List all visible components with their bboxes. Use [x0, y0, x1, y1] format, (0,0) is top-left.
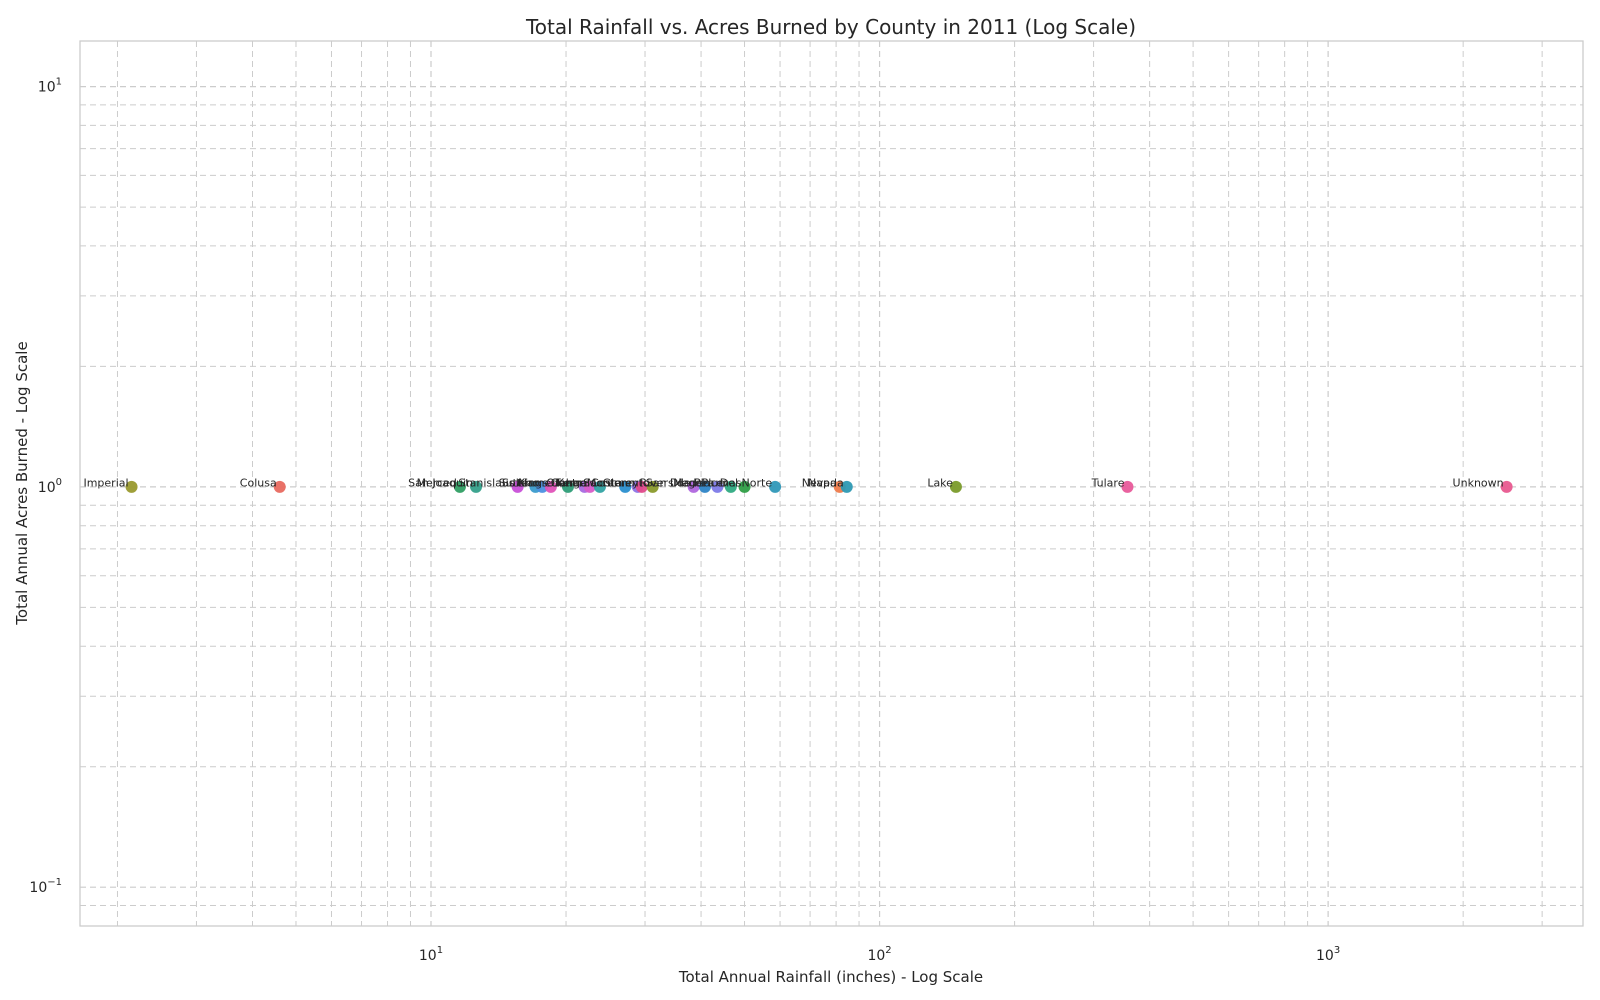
data-point — [635, 480, 648, 493]
point-label: Napa — [808, 476, 837, 489]
data-point — [711, 480, 724, 493]
point-label: Nevada — [802, 476, 844, 489]
point-label: Plumas — [702, 476, 742, 489]
data-point — [738, 480, 751, 493]
data-point — [593, 480, 606, 493]
points-layer — [125, 480, 1513, 493]
data-point — [470, 480, 483, 493]
point-label: San Joaquin — [408, 476, 473, 489]
y-tick-label: 101 — [38, 77, 62, 96]
point-label: Contra Costa — [551, 476, 623, 489]
data-point — [273, 480, 286, 493]
x-tick-labels: 101 102 103 — [419, 945, 1340, 964]
data-point — [1500, 480, 1513, 493]
point-label: Placer — [694, 476, 728, 489]
point-label: Del Norte — [720, 476, 773, 489]
point-label: Tehama — [553, 476, 597, 489]
data-point — [1121, 480, 1134, 493]
data-point — [769, 480, 782, 493]
point-label: Kings — [518, 476, 548, 489]
point-label: Orange — [546, 476, 587, 489]
y-axis-label: Total Annual Acres Burned - Log Scale — [13, 341, 31, 625]
point-label: Tulare — [1091, 476, 1125, 489]
data-point — [646, 480, 659, 493]
data-point — [583, 480, 596, 493]
point-label: Madera — [673, 476, 714, 489]
point-label: Merced — [417, 476, 457, 489]
data-point — [453, 480, 466, 493]
data-point — [619, 480, 632, 493]
y-tick-labels: 10−1 100 101 — [29, 77, 62, 897]
x-axis-label: Total Annual Rainfall (inches) - Log Sca… — [678, 968, 983, 986]
x-tick-label: 103 — [1316, 945, 1340, 964]
y-tick-label: 100 — [38, 477, 62, 496]
x-tick-label: 101 — [419, 945, 443, 964]
point-label: Solano — [502, 476, 539, 489]
point-label: Sacramento — [583, 476, 650, 489]
data-point — [561, 480, 574, 493]
point-label: Glenn — [602, 476, 634, 489]
point-label: Alameda — [516, 476, 565, 489]
point-label: Colusa — [240, 476, 277, 489]
point-label: Imperial — [83, 476, 128, 489]
data-point — [698, 480, 711, 493]
point-label: Lake — [927, 476, 953, 489]
point-label: Stanislaus — [458, 476, 515, 489]
data-point — [724, 480, 737, 493]
data-point — [840, 480, 853, 493]
point-label: Sutter — [499, 476, 533, 489]
data-point — [687, 480, 700, 493]
data-point — [511, 480, 524, 493]
data-point — [125, 480, 138, 493]
y-tick-label: 10−1 — [29, 877, 62, 896]
data-point — [536, 480, 549, 493]
point-label: San Diego — [646, 476, 702, 489]
data-point — [544, 480, 557, 493]
point-label: Unknown — [1453, 476, 1504, 489]
point-label: Monterey — [587, 476, 639, 489]
chart-title: Total Rainfall vs. Acres Burned by Count… — [525, 15, 1136, 39]
plot-frame — [79, 40, 1584, 927]
x-tick-label: 102 — [867, 945, 891, 964]
data-point — [949, 480, 962, 493]
point-label: Kern — [557, 476, 582, 489]
point-label: Riverside — [640, 476, 691, 489]
